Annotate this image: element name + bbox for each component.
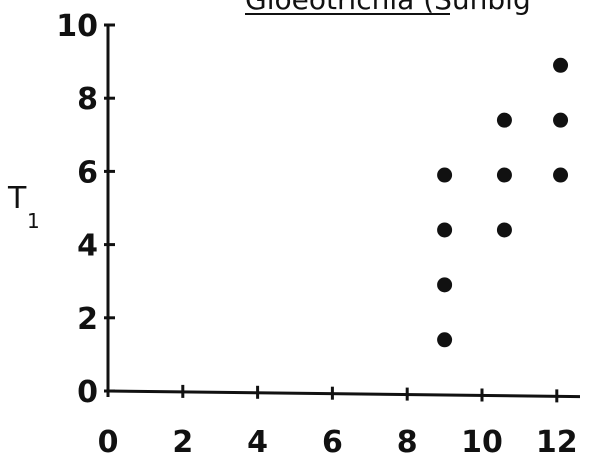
tick-group: 0 2 4 6 8 10 0 2 4 6 8 10 12 [56,9,577,460]
data-point [496,112,512,128]
y-axis-label-group: T1 [7,181,40,233]
data-point [437,277,453,293]
y-tick-label: 0 [77,375,98,410]
points-group [437,57,569,348]
x-tick-label: 8 [397,425,418,460]
data-point [496,222,512,238]
data-point [437,332,453,348]
x-tick-label: 12 [536,425,578,460]
y-axis-label-subscript: 1 [27,209,40,233]
data-point [553,112,569,128]
y-tick-label: 4 [77,229,98,264]
y-tick-label: 10 [56,9,98,44]
data-point [496,167,512,183]
y-tick-label: 6 [77,155,98,190]
chart-title: Gloeotrichia (Sunbig [245,0,531,16]
x-tick-label: 0 [98,425,119,460]
x-tick-label: 2 [172,425,193,460]
x-tick-label: 4 [247,425,268,460]
data-point [553,57,569,73]
x-tick-label: 6 [322,425,343,460]
title-layer: Gloeotrichia (Sunbig [245,0,531,16]
axes-group [106,25,581,399]
y-tick-label: 8 [77,82,98,117]
data-point [553,167,569,183]
x-tick-label: 10 [461,425,503,460]
y-tick-label: 2 [77,302,98,337]
x-axis-line [107,389,581,399]
data-point [437,222,453,238]
y-axis-label: T [7,181,27,216]
data-point [437,167,453,183]
